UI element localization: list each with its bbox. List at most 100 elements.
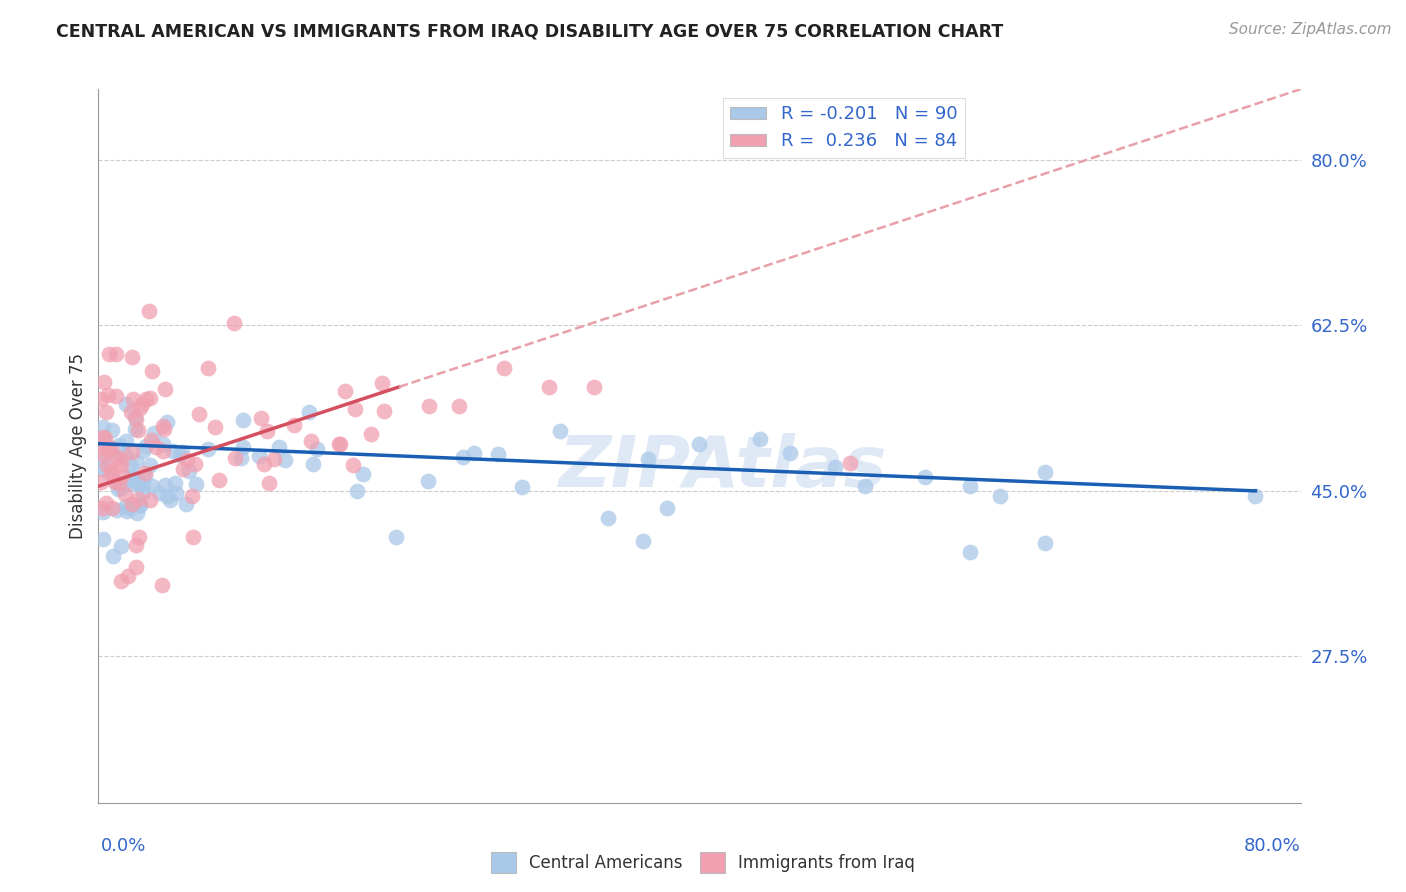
Point [101,549,124,564]
Point [129,499,152,513]
Point [132,484,155,499]
Point [447,399,470,413]
Point [114,487,136,501]
Point [959,479,981,493]
Point [91,506,114,520]
Point [418,474,440,488]
Point [114,448,136,462]
Y-axis label: Disability Age Over 75: Disability Age Over 75 [69,353,87,539]
Point [91,461,114,475]
Point [141,364,163,378]
Point [115,500,138,514]
Point [124,422,146,436]
Point [298,405,321,419]
Point [107,483,129,497]
Point [256,424,278,438]
Point [110,458,132,472]
Text: CENTRAL AMERICAN VS IMMIGRANTS FROM IRAQ DISABILITY AGE OVER 75 CORRELATION CHAR: CENTRAL AMERICAN VS IMMIGRANTS FROM IRAQ… [56,22,1004,40]
Point [90,475,112,489]
Point [150,578,173,592]
Point [510,480,533,494]
Text: 0.0%: 0.0% [101,837,146,855]
Point [125,538,148,552]
Point [153,382,176,396]
Legend: Central Americans, Immigrants from Iraq: Central Americans, Immigrants from Iraq [485,846,921,880]
Point [131,397,153,411]
Point [132,444,155,458]
Point [110,574,132,588]
Point [103,473,125,487]
Point [274,453,297,467]
Point [548,424,571,438]
Point [91,451,114,466]
Point [129,498,152,512]
Point [494,361,516,376]
Point [128,530,150,544]
Point [127,423,149,437]
Point [105,503,128,517]
Point [352,467,374,481]
Point [93,441,115,455]
Point [121,477,143,491]
Point [779,446,801,460]
Point [124,409,146,424]
Point [197,442,219,456]
Legend: R = -0.201   N = 90, R =  0.236   N = 84: R = -0.201 N = 90, R = 0.236 N = 84 [723,98,965,158]
Point [853,479,876,493]
Point [637,452,659,467]
Point [283,417,305,432]
Point [655,501,678,516]
Point [1033,465,1056,479]
Point [486,446,509,460]
Point [91,419,114,434]
Point [299,434,322,449]
Point [360,426,382,441]
Point [163,475,186,490]
Point [141,479,163,493]
Point [172,462,194,476]
Point [204,420,226,434]
Point [145,441,167,455]
Point [343,401,366,416]
Point [346,483,368,498]
Point [96,405,118,419]
Point [120,405,142,419]
Point [1244,489,1267,503]
Point [138,391,160,405]
Point [139,433,162,447]
Point [197,360,219,375]
Point [385,530,408,544]
Point [301,457,323,471]
Point [91,447,114,461]
Point [91,501,114,516]
Point [959,545,981,559]
Point [125,412,148,426]
Point [152,418,174,433]
Point [162,444,184,458]
Point [117,504,139,518]
Point [1033,536,1056,550]
Point [114,434,136,448]
Point [97,387,120,401]
Point [100,444,122,458]
Point [138,458,160,473]
Point [97,347,120,361]
Point [96,458,118,472]
Point [125,559,148,574]
Point [91,429,114,443]
Point [125,453,148,467]
Point [156,416,179,430]
Point [148,486,170,500]
Point [165,485,187,500]
Point [307,442,329,456]
Point [117,569,139,583]
Point [250,411,273,425]
Point [129,401,152,415]
Point [824,460,846,475]
Text: ZIPAtlas: ZIPAtlas [560,433,887,502]
Point [127,506,149,520]
Point [138,304,160,318]
Point [132,478,155,492]
Text: 80.0%: 80.0% [1244,837,1301,855]
Point [134,468,156,483]
